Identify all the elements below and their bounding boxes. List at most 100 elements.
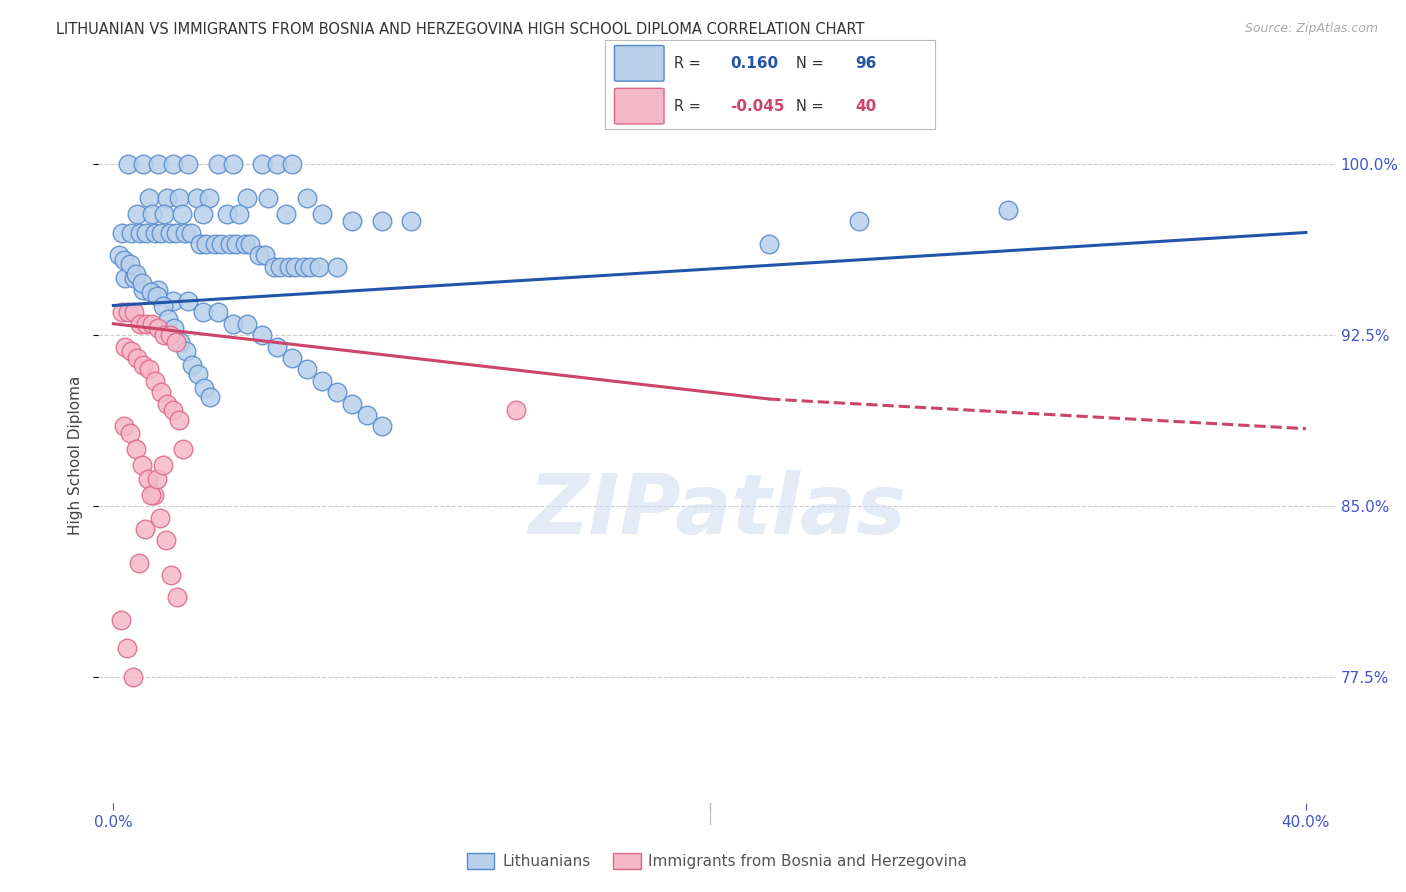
Point [152,458,174,473]
Text: 96: 96 [856,56,877,70]
Point [117,305,139,319]
Point [125,267,148,281]
Point [221,317,243,331]
Point [115,640,138,655]
FancyBboxPatch shape [614,88,664,124]
Point [121,670,143,684]
Point [257,191,280,205]
Point [118,426,141,441]
Point [167,191,190,205]
Point [239,236,262,251]
Point [134,522,156,536]
Text: -0.045: -0.045 [730,99,785,113]
Point [340,214,363,228]
Point [146,283,169,297]
Point [209,236,232,251]
Text: 40: 40 [856,99,877,113]
Point [236,317,259,331]
Point [284,260,307,274]
Point [138,191,160,205]
Point [155,533,177,548]
Point [148,510,170,524]
Point [112,252,135,267]
Point [249,248,271,262]
Point [370,419,392,434]
Text: LITHUANIAN VS IMMIGRANTS FROM BOSNIA AND HERZEGOVINA HIGH SCHOOL DIPLOMA CORRELA: LITHUANIAN VS IMMIGRANTS FROM BOSNIA AND… [56,22,865,37]
Point [127,207,149,221]
Point [200,390,222,404]
Point [163,321,186,335]
Point [295,191,318,205]
Point [181,358,204,372]
Point [276,207,298,221]
Point [156,396,179,410]
Point [127,351,149,365]
Point [281,351,304,365]
Text: 0.160: 0.160 [730,56,779,70]
Text: N =: N = [796,99,824,113]
Point [167,412,190,426]
Point [122,271,145,285]
Point [326,385,349,400]
Point [218,236,240,251]
Point [187,367,209,381]
Point [292,260,315,274]
Text: ZIPatlas: ZIPatlas [529,470,905,551]
Point [110,613,132,627]
Point [146,157,169,171]
Point [138,362,160,376]
Point [117,157,139,171]
Point [165,226,187,240]
Point [281,157,304,171]
Point [340,396,363,410]
Point [207,157,229,171]
Point [197,191,219,205]
Point [505,403,527,417]
Point [145,472,167,486]
Point [156,191,179,205]
Point [228,207,250,221]
Point [125,442,148,457]
Point [114,340,136,354]
Point [159,226,181,240]
Point [172,442,194,457]
Point [252,157,274,171]
Point [295,362,318,376]
Point [170,207,193,221]
Point [135,226,157,240]
Point [162,293,184,308]
Point [169,334,191,349]
Point [263,260,285,274]
Point [145,289,167,303]
Point [370,214,392,228]
Point [136,472,159,486]
Point [177,157,200,171]
Point [997,202,1019,217]
Point [176,344,198,359]
Point [122,305,145,319]
Point [157,312,180,326]
Point [139,488,162,502]
Point [150,226,173,240]
Point [120,226,142,240]
Point [266,340,288,354]
Point [236,191,259,205]
Text: N =: N = [796,56,824,70]
Point [160,567,183,582]
Point [193,381,215,395]
Point [204,236,226,251]
Point [162,157,184,171]
Point [129,226,152,240]
Point [112,419,135,434]
FancyBboxPatch shape [614,45,664,81]
Point [159,328,181,343]
Point [308,260,330,274]
Point [153,328,176,343]
Point [152,298,174,312]
Point [215,207,238,221]
Point [191,305,214,319]
Point [188,236,211,251]
Point [162,403,184,417]
Point [143,374,166,388]
Point [266,157,288,171]
